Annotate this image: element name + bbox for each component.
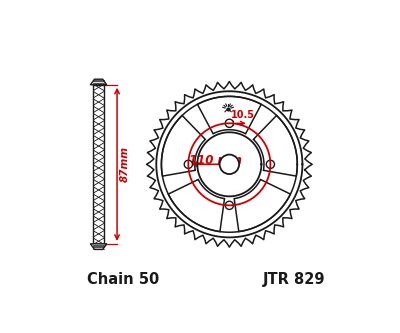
Text: 10.5: 10.5 xyxy=(231,110,255,120)
Polygon shape xyxy=(198,96,261,134)
Circle shape xyxy=(266,160,274,168)
Circle shape xyxy=(225,119,234,128)
Polygon shape xyxy=(162,116,205,176)
Polygon shape xyxy=(254,116,297,176)
Circle shape xyxy=(220,155,239,174)
Text: Chain 50: Chain 50 xyxy=(87,272,159,287)
Polygon shape xyxy=(234,179,290,232)
Circle shape xyxy=(184,160,192,168)
Polygon shape xyxy=(197,132,262,196)
Polygon shape xyxy=(156,91,302,237)
Polygon shape xyxy=(90,244,107,249)
Text: 110 mm: 110 mm xyxy=(189,154,242,167)
Polygon shape xyxy=(90,79,107,85)
Polygon shape xyxy=(94,85,104,244)
Text: 87mm: 87mm xyxy=(120,146,130,182)
Circle shape xyxy=(225,201,234,209)
Text: JTR 829: JTR 829 xyxy=(263,272,326,287)
Polygon shape xyxy=(168,179,224,232)
